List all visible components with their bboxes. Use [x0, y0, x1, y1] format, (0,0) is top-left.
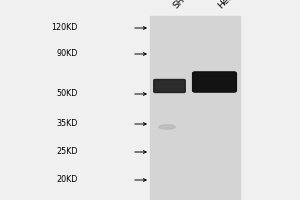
Text: 120KD: 120KD: [52, 23, 78, 32]
FancyBboxPatch shape: [193, 72, 236, 92]
Text: 90KD: 90KD: [57, 49, 78, 58]
Bar: [150, 16, 240, 200]
Text: 50KD: 50KD: [57, 90, 78, 98]
FancyBboxPatch shape: [154, 79, 185, 92]
Text: 25KD: 25KD: [56, 148, 78, 156]
Text: 20KD: 20KD: [57, 176, 78, 184]
Text: SH-SY5Y: SH-SY5Y: [171, 0, 204, 10]
Ellipse shape: [159, 125, 175, 129]
Text: Heart: Heart: [216, 0, 240, 10]
Text: 35KD: 35KD: [57, 119, 78, 129]
